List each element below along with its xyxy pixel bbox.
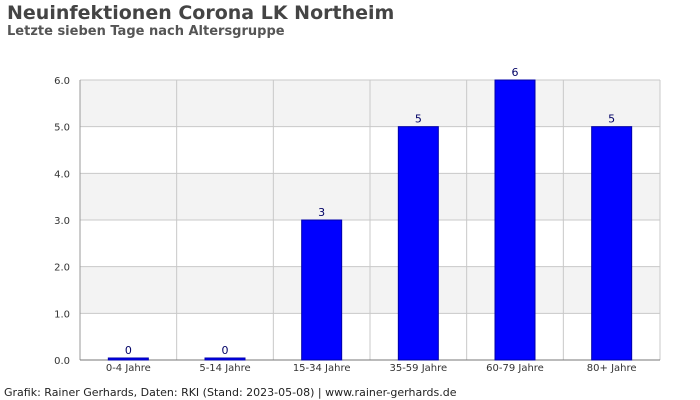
bar-2 xyxy=(204,357,246,361)
x-tick-label: 0-4 Jahre xyxy=(106,363,151,374)
labels: 0.0 1.0 2.0 3.0 4.0 5.0 6.0 0 0-4 Jahre 0 5-14 Jah… xyxy=(54,66,636,374)
bar-value-label: 0 xyxy=(222,344,229,357)
bar-value-label: 0 xyxy=(125,344,132,357)
bar-1 xyxy=(107,357,149,361)
bar-value-label: 6 xyxy=(512,66,519,79)
x-tick-label: 35-59 Jahre xyxy=(389,363,447,374)
x-tick-label: 60-79 Jahre xyxy=(486,363,544,374)
axes xyxy=(79,80,660,361)
y-tick-label: 6.0 xyxy=(54,76,70,87)
chart-subtitle: Letzte sieben Tage nach Altersgruppe xyxy=(7,24,285,39)
y-tick-label: 1.0 xyxy=(54,309,70,320)
y-tick-label: 2.0 xyxy=(54,263,70,274)
y-tick-label: 0.0 xyxy=(54,356,70,367)
y-tick-label: 5.0 xyxy=(54,123,70,134)
bar-5 xyxy=(494,79,536,361)
x-tick-label: 80+ Jahre xyxy=(587,363,637,374)
bar-value-label: 5 xyxy=(608,113,615,126)
chart-title: Neuinfektionen Corona LK Northeim xyxy=(7,2,395,24)
y-tick-label: 3.0 xyxy=(54,216,70,227)
y-tick-label: 4.0 xyxy=(54,169,70,180)
bar-value-label: 3 xyxy=(318,206,325,219)
bar-3 xyxy=(301,219,343,361)
source-credit: Grafik: Rainer Gerhards, Daten: RKI (Sta… xyxy=(4,386,457,399)
bars xyxy=(107,79,633,361)
bar-6 xyxy=(591,126,633,361)
x-tick-label: 15-34 Jahre xyxy=(293,363,351,374)
bar-4 xyxy=(397,126,439,361)
x-tick-label: 5-14 Jahre xyxy=(199,363,250,374)
bar-value-label: 5 xyxy=(415,113,422,126)
